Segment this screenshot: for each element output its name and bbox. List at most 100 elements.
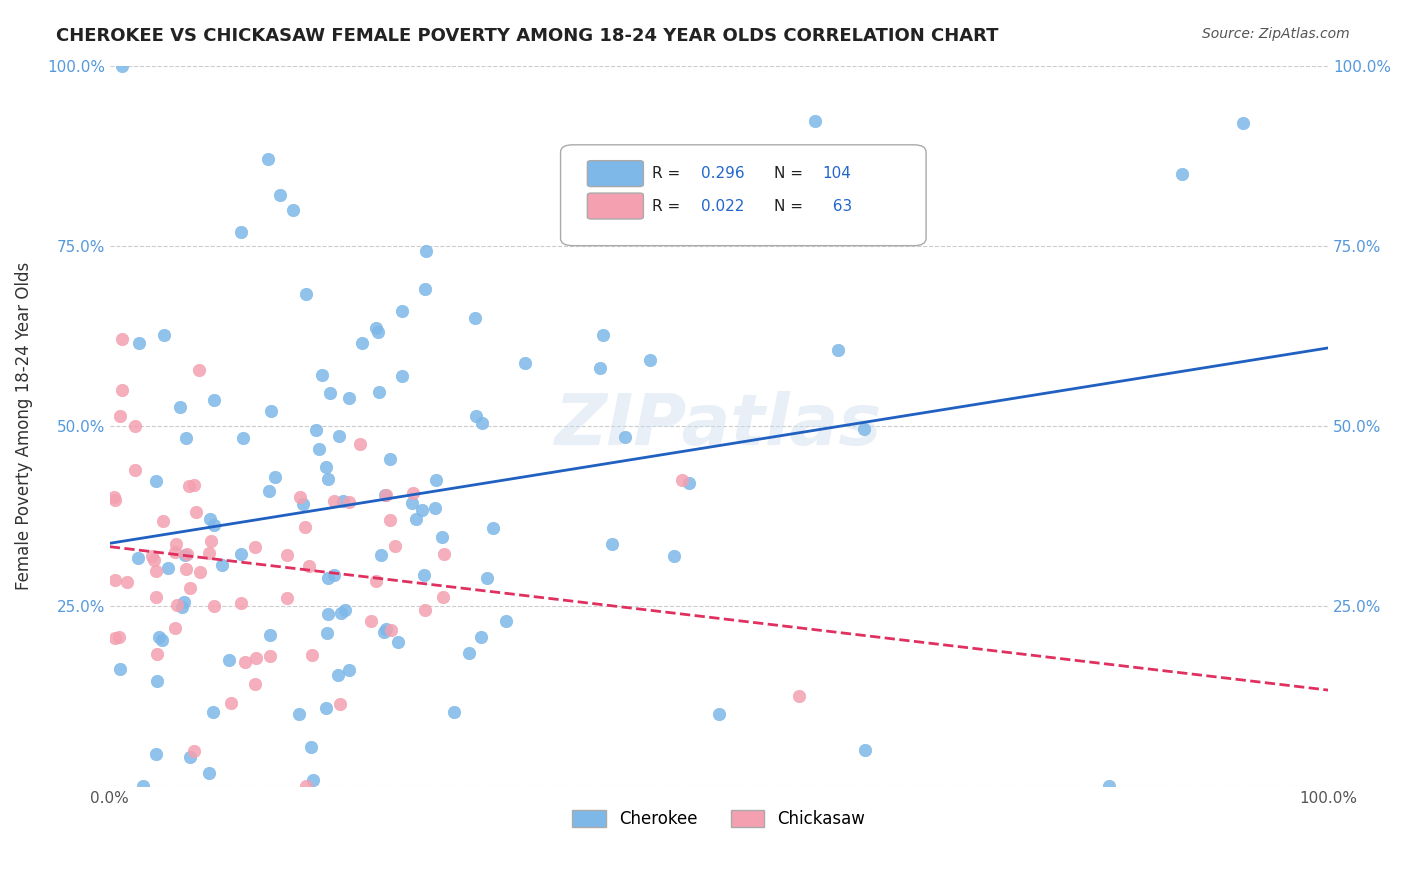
Legend: Cherokee, Chickasaw: Cherokee, Chickasaw (565, 804, 872, 835)
Point (350, 335, 373, 350)
Point (513, 356, 536, 370)
Text: R =: R = (652, 166, 685, 181)
Point (638, 353, 661, 368)
Text: Source: ZipAtlas.com: Source: ZipAtlas.com (1202, 27, 1350, 41)
Point (202, 518, 225, 533)
Point (169, 400, 191, 414)
Point (671, 473, 693, 487)
Point (367, 385, 389, 400)
Point (405, 511, 427, 525)
Point (229, 226, 252, 240)
Point (432, 590, 454, 604)
Text: 104: 104 (823, 166, 852, 181)
Point (146, 674, 169, 689)
Point (315, 459, 337, 474)
Point (163, 621, 186, 635)
Point (380, 451, 402, 466)
Text: 0.022: 0.022 (700, 199, 744, 213)
Point (432, 530, 454, 544)
Point (269, 188, 291, 202)
Point (145, 647, 167, 661)
Point (1171, 167, 1194, 181)
Point (166, 598, 188, 612)
Point (145, 564, 167, 578)
Point (219, 697, 242, 711)
Point (295, 287, 318, 301)
Point (787, 689, 810, 703)
Point (229, 596, 252, 610)
Point (287, 706, 309, 721)
Point (329, 698, 352, 712)
Point (188, 565, 211, 579)
Point (495, 614, 517, 628)
Point (152, 632, 174, 647)
Point (678, 476, 700, 491)
Point (176, 431, 198, 445)
Point (335, 603, 357, 617)
Point (104, 574, 127, 588)
Point (482, 521, 505, 535)
Point (198, 765, 221, 780)
Point (110, 409, 132, 423)
Point (243, 540, 266, 554)
Point (174, 549, 197, 563)
Point (425, 501, 447, 516)
Point (600, 537, 623, 551)
Point (464, 310, 486, 325)
Point (302, 772, 325, 787)
Point (364, 574, 387, 589)
Point (402, 486, 425, 500)
Point (188, 363, 211, 377)
Point (198, 512, 221, 526)
Point (852, 422, 875, 436)
Point (232, 431, 254, 445)
Point (411, 502, 433, 516)
Point (308, 442, 330, 456)
Point (131, 779, 153, 793)
Point (294, 520, 316, 534)
Point (384, 540, 406, 554)
Point (305, 423, 328, 437)
Point (316, 571, 339, 585)
Point (115, 574, 138, 589)
Point (211, 558, 233, 573)
Point (172, 599, 194, 614)
Point (259, 627, 281, 641)
Point (337, 663, 360, 677)
Point (337, 495, 360, 509)
Point (218, 653, 240, 667)
Point (127, 551, 149, 566)
Point (433, 547, 456, 561)
Point (124, 419, 146, 434)
Point (148, 630, 170, 644)
Point (111, 332, 134, 346)
Point (111, 59, 134, 73)
Point (1232, 116, 1254, 130)
Point (316, 626, 339, 640)
Point (373, 624, 395, 639)
Point (443, 705, 465, 719)
Point (257, 153, 280, 167)
Point (152, 515, 174, 529)
Point (145, 747, 167, 761)
Point (103, 491, 125, 505)
Point (401, 496, 423, 510)
Point (413, 603, 436, 617)
Point (174, 562, 197, 576)
Point (464, 409, 486, 424)
Point (152, 327, 174, 342)
Point (458, 646, 481, 660)
Point (415, 244, 437, 259)
Point (374, 488, 396, 502)
Point (332, 493, 354, 508)
Point (375, 622, 398, 636)
Text: ZIPatlas: ZIPatlas (555, 392, 883, 460)
Point (827, 343, 849, 357)
Point (243, 676, 266, 690)
Point (425, 473, 447, 487)
Point (281, 202, 304, 217)
Point (326, 668, 349, 682)
Point (276, 591, 298, 605)
Point (803, 113, 825, 128)
Point (108, 662, 131, 676)
